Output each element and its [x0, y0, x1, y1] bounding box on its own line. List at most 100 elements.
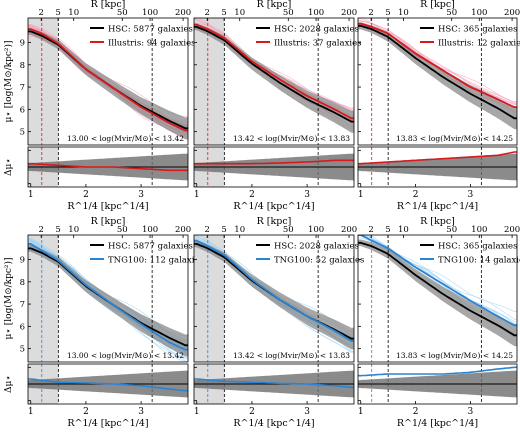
residual-y-axis-label: Δμ⋆: [4, 158, 14, 176]
top-tick-label: 200: [341, 225, 357, 235]
legend-entry: HSC: 5877 galaxies: [108, 242, 193, 252]
hsc-median-line: [194, 25, 354, 123]
bottom-axis-label: R^1/4 [kpc^1/4]: [397, 418, 478, 429]
top-tick-label: 5: [221, 225, 226, 235]
top-tick-label: 50: [283, 8, 294, 18]
top-tick-label: 5: [221, 8, 226, 18]
residual-plot-area: [28, 147, 188, 187]
hsc-median-line: [358, 24, 517, 120]
top-tick-label: 50: [283, 225, 294, 235]
top-tick-label: 100: [471, 8, 487, 18]
sim-median-line: [194, 239, 354, 342]
bottom-tick-label: 3: [468, 190, 474, 200]
main-plot-area: [358, 235, 517, 362]
top-tick-label: 5: [55, 225, 60, 235]
main-plot-area: [358, 18, 517, 145]
bottom-tick-label: 3: [304, 190, 310, 200]
sim-median-line: [28, 242, 188, 351]
bottom-tick-label: 1: [358, 190, 364, 200]
top-tick-label: 2: [204, 225, 209, 235]
legend-entry: Illustris: 94 galaxies: [108, 39, 195, 49]
main-plot-area: [28, 18, 188, 145]
top-tick-label: 10: [234, 8, 245, 18]
legend-entry: HSC: 5877 galaxies: [108, 25, 193, 35]
top-tick-label: 200: [341, 8, 357, 18]
mass-bin-label: 13.83 < log(Mvir/M⊙) < 14.25: [396, 134, 513, 143]
bottom-tick-label: 2: [249, 407, 255, 417]
top-tick-label: 50: [117, 225, 128, 235]
residual-line: [358, 151, 517, 165]
top-axis-label: R [kpc]: [420, 0, 455, 10]
bottom-tick-label: 1: [194, 190, 200, 200]
top-tick-label: 10: [68, 8, 79, 18]
legend-entry: HSC: 365 galaxies: [438, 25, 517, 35]
bottom-axis-label: R^1/4 [kpc^1/4]: [67, 418, 148, 429]
sim-median-line: [28, 28, 188, 132]
sim-median-line: [358, 235, 517, 327]
bottom-axis-label: R^1/4 [kpc^1/4]: [233, 418, 314, 429]
individual-profile-line: [370, 235, 517, 326]
bottom-axis-label: R^1/4 [kpc^1/4]: [67, 201, 148, 212]
residual-plot-area: [194, 364, 354, 404]
residual-line: [194, 378, 354, 389]
mass-bin-label: 13.42 < log(Mvir/M⊙) < 13.83: [233, 134, 350, 143]
hsc-median-line: [358, 241, 517, 337]
legend-entry: TNG100: 112 galaxies: [108, 256, 204, 266]
top-tick-label: 10: [234, 225, 245, 235]
main-y-tick-label: 9: [20, 256, 25, 266]
main-y-tick-label: 5: [20, 345, 25, 355]
main-axes-frame: [357, 234, 518, 363]
residual-line: [358, 366, 517, 377]
top-tick-label: 10: [68, 225, 79, 235]
legend-entry: HSC: 2028 galaxies: [274, 25, 359, 35]
bottom-tick-label: 3: [138, 190, 144, 200]
individual-profile-line: [358, 20, 517, 105]
residual-plot-area: [358, 147, 517, 187]
main-y-axis-label: μ⋆ [log(M⊙/kpc²)]: [3, 40, 14, 122]
bottom-tick-label: 2: [83, 407, 89, 417]
top-tick-label: 2: [38, 8, 43, 18]
main-y-tick-label: 6: [20, 105, 25, 115]
main-plot-area: [194, 18, 354, 145]
residual-plot-area: [28, 364, 188, 404]
residual-line: [28, 378, 188, 392]
top-tick-label: 5: [385, 225, 390, 235]
residual-plot-area: [194, 147, 354, 187]
main-axes-frame: [27, 17, 189, 146]
top-axis-label: R [kpc]: [257, 216, 292, 227]
main-axes-frame: [27, 234, 189, 363]
bottom-tick-label: 3: [138, 407, 144, 417]
mass-bin-label: 13.00 < log(Mvir/M⊙) < 13.42: [67, 134, 184, 143]
bottom-tick-label: 3: [468, 407, 474, 417]
top-tick-label: 2: [204, 8, 209, 18]
bottom-axis-label: R^1/4 [kpc^1/4]: [233, 201, 314, 212]
main-axes-frame: [357, 17, 518, 146]
main-plot-area: [194, 235, 354, 362]
top-axis-label: R [kpc]: [91, 0, 126, 10]
legend-entry: Illustris: 12 galaxies: [438, 39, 520, 49]
top-axis-label: R [kpc]: [420, 216, 455, 227]
mass-bin-label: 13.00 < log(Mvir/M⊙) < 13.42: [67, 351, 184, 360]
residual-plot-area: [358, 364, 517, 404]
bottom-tick-label: 2: [413, 407, 419, 417]
top-tick-label: 100: [142, 225, 158, 235]
legend-entry: HSC: 365 galaxies: [438, 242, 517, 252]
main-y-axis-label: μ⋆ [log(M⊙/kpc²)]: [3, 257, 14, 339]
residual-y-axis-label: Δμ⋆: [4, 375, 14, 393]
main-y-tick-label: 5: [20, 128, 25, 138]
top-tick-label: 50: [446, 225, 457, 235]
top-tick-label: 100: [142, 8, 158, 18]
top-tick-label: 100: [308, 8, 324, 18]
legend-entry: Illustris: 37 galaxies: [274, 39, 361, 49]
hsc-scatter-band: [358, 22, 517, 130]
main-y-tick-label: 7: [20, 300, 25, 310]
legend-entry: TNG100: 14 galaxies: [438, 256, 520, 266]
residual-line: [28, 162, 188, 172]
bottom-tick-label: 1: [28, 407, 34, 417]
bottom-tick-label: 1: [194, 407, 200, 417]
individual-profile-line: [358, 235, 517, 312]
legend-entry: TNG100: 52 galaxies: [274, 256, 364, 266]
top-tick-label: 10: [398, 8, 409, 18]
